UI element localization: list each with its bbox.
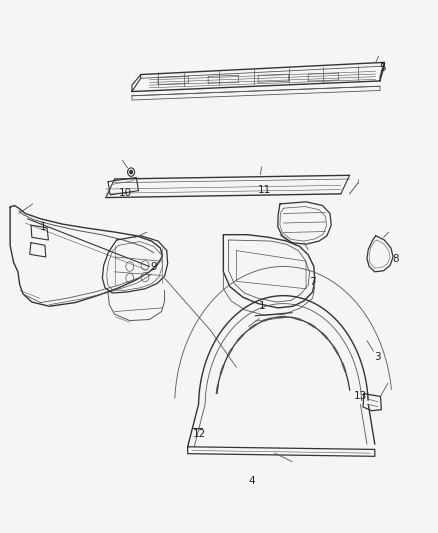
Text: 7: 7 — [309, 277, 316, 287]
Circle shape — [130, 171, 132, 174]
Text: 3: 3 — [374, 352, 381, 361]
Text: 4: 4 — [248, 477, 255, 486]
Text: 12: 12 — [193, 429, 206, 439]
Text: 13: 13 — [354, 391, 367, 401]
Text: 9: 9 — [150, 262, 157, 271]
Text: 1: 1 — [259, 301, 266, 311]
Text: 8: 8 — [392, 254, 399, 263]
Text: 5: 5 — [379, 63, 385, 72]
Text: 10: 10 — [119, 188, 132, 198]
Text: 1: 1 — [39, 222, 46, 232]
Text: 11: 11 — [258, 184, 271, 195]
